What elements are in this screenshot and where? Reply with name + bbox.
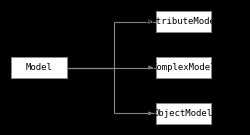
FancyBboxPatch shape	[11, 57, 66, 78]
Text: Model: Model	[25, 63, 52, 72]
FancyBboxPatch shape	[155, 103, 210, 124]
FancyBboxPatch shape	[155, 11, 210, 32]
Text: AttributeModel: AttributeModel	[145, 17, 220, 26]
Text: ComplexModel: ComplexModel	[150, 63, 214, 72]
Text: ObjectModel: ObjectModel	[153, 109, 212, 118]
FancyBboxPatch shape	[155, 57, 210, 78]
